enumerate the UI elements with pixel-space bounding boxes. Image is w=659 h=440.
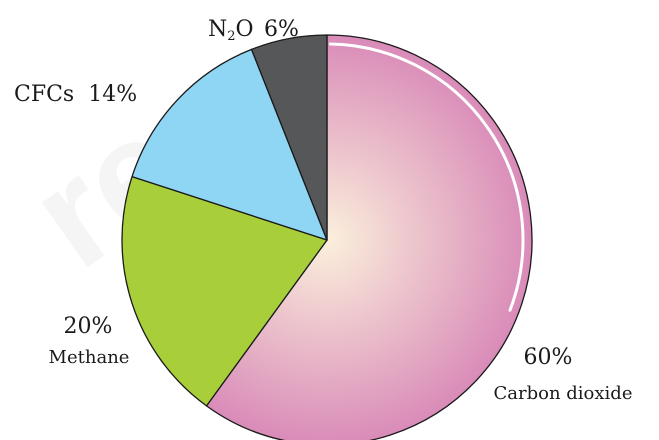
n2o-label: N2O — [208, 17, 254, 44]
co2-name-label: Carbon dioxide — [494, 383, 633, 404]
pie-slice-methane — [121, 176, 328, 407]
methane-name-label: Methane — [49, 347, 130, 368]
pie-slices — [121, 34, 533, 440]
co2-percent-label: 60% — [524, 345, 573, 370]
co2-highlight-arc — [328, 42, 525, 312]
n2o-percent-label: 6% — [264, 17, 299, 42]
pie-slice-n2o — [250, 34, 328, 241]
pie-slice-carbon-dioxide — [205, 34, 533, 440]
n2o-base-label: N — [208, 17, 227, 42]
methane-percent-label: 20% — [64, 314, 113, 339]
n2o-rest-label: O — [236, 17, 254, 42]
n2o-subscript-label: 2 — [227, 29, 235, 44]
pie-slice-cfcs — [131, 48, 328, 241]
cfcs-label: CFCs 14% — [14, 82, 137, 107]
